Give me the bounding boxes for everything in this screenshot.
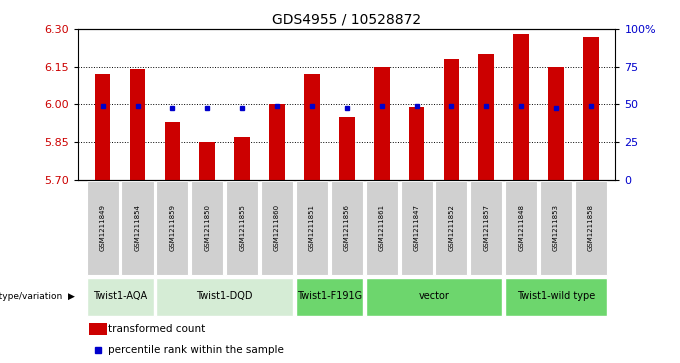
FancyBboxPatch shape — [401, 181, 432, 275]
Text: percentile rank within the sample: percentile rank within the sample — [107, 345, 284, 355]
Text: GSM1211848: GSM1211848 — [518, 204, 524, 251]
Text: genotype/variation  ▶: genotype/variation ▶ — [0, 292, 75, 301]
FancyBboxPatch shape — [296, 278, 363, 315]
FancyBboxPatch shape — [296, 181, 328, 275]
Text: GSM1211850: GSM1211850 — [204, 204, 210, 251]
FancyBboxPatch shape — [366, 278, 503, 315]
Text: GSM1211859: GSM1211859 — [169, 204, 175, 251]
Bar — [199, 142, 215, 180]
Bar — [339, 117, 355, 180]
Text: GSM1211854: GSM1211854 — [135, 204, 141, 251]
FancyBboxPatch shape — [191, 181, 223, 275]
Text: GSM1211857: GSM1211857 — [483, 204, 490, 251]
Text: Twist1-AQA: Twist1-AQA — [93, 291, 147, 301]
Text: GSM1211851: GSM1211851 — [309, 204, 315, 251]
Bar — [374, 67, 390, 180]
Bar — [89, 323, 107, 335]
FancyBboxPatch shape — [366, 181, 398, 275]
Bar — [95, 74, 110, 180]
FancyBboxPatch shape — [156, 278, 293, 315]
Bar — [513, 34, 529, 180]
FancyBboxPatch shape — [505, 278, 607, 315]
Text: Twist1-F191G: Twist1-F191G — [296, 291, 362, 301]
FancyBboxPatch shape — [122, 181, 154, 275]
Bar — [130, 69, 146, 180]
FancyBboxPatch shape — [330, 181, 363, 275]
FancyBboxPatch shape — [575, 181, 607, 275]
Bar — [548, 67, 564, 180]
Bar — [235, 137, 250, 180]
Text: GSM1211855: GSM1211855 — [239, 204, 245, 251]
Text: GSM1211853: GSM1211853 — [553, 204, 559, 251]
Text: GSM1211856: GSM1211856 — [344, 204, 350, 251]
Text: Twist1-DQD: Twist1-DQD — [197, 291, 253, 301]
Bar — [304, 74, 320, 180]
FancyBboxPatch shape — [86, 181, 119, 275]
Text: GSM1211852: GSM1211852 — [448, 204, 454, 251]
FancyBboxPatch shape — [505, 181, 537, 275]
Bar — [583, 37, 599, 180]
FancyBboxPatch shape — [261, 181, 293, 275]
FancyBboxPatch shape — [156, 181, 188, 275]
Text: GSM1211849: GSM1211849 — [99, 204, 105, 251]
Text: GSM1211860: GSM1211860 — [274, 204, 280, 251]
FancyBboxPatch shape — [435, 181, 467, 275]
Bar — [479, 54, 494, 180]
FancyBboxPatch shape — [86, 278, 154, 315]
Text: Twist1-wild type: Twist1-wild type — [517, 291, 595, 301]
FancyBboxPatch shape — [471, 181, 503, 275]
Text: transformed count: transformed count — [107, 324, 205, 334]
Text: GSM1211858: GSM1211858 — [588, 204, 594, 251]
Bar — [269, 104, 285, 180]
Text: vector: vector — [419, 291, 449, 301]
Bar — [409, 107, 424, 180]
FancyBboxPatch shape — [540, 181, 572, 275]
Text: GSM1211861: GSM1211861 — [379, 204, 385, 251]
FancyBboxPatch shape — [226, 181, 258, 275]
Bar — [443, 59, 459, 180]
Title: GDS4955 / 10528872: GDS4955 / 10528872 — [272, 12, 422, 26]
Bar — [165, 122, 180, 180]
Text: GSM1211847: GSM1211847 — [413, 204, 420, 251]
